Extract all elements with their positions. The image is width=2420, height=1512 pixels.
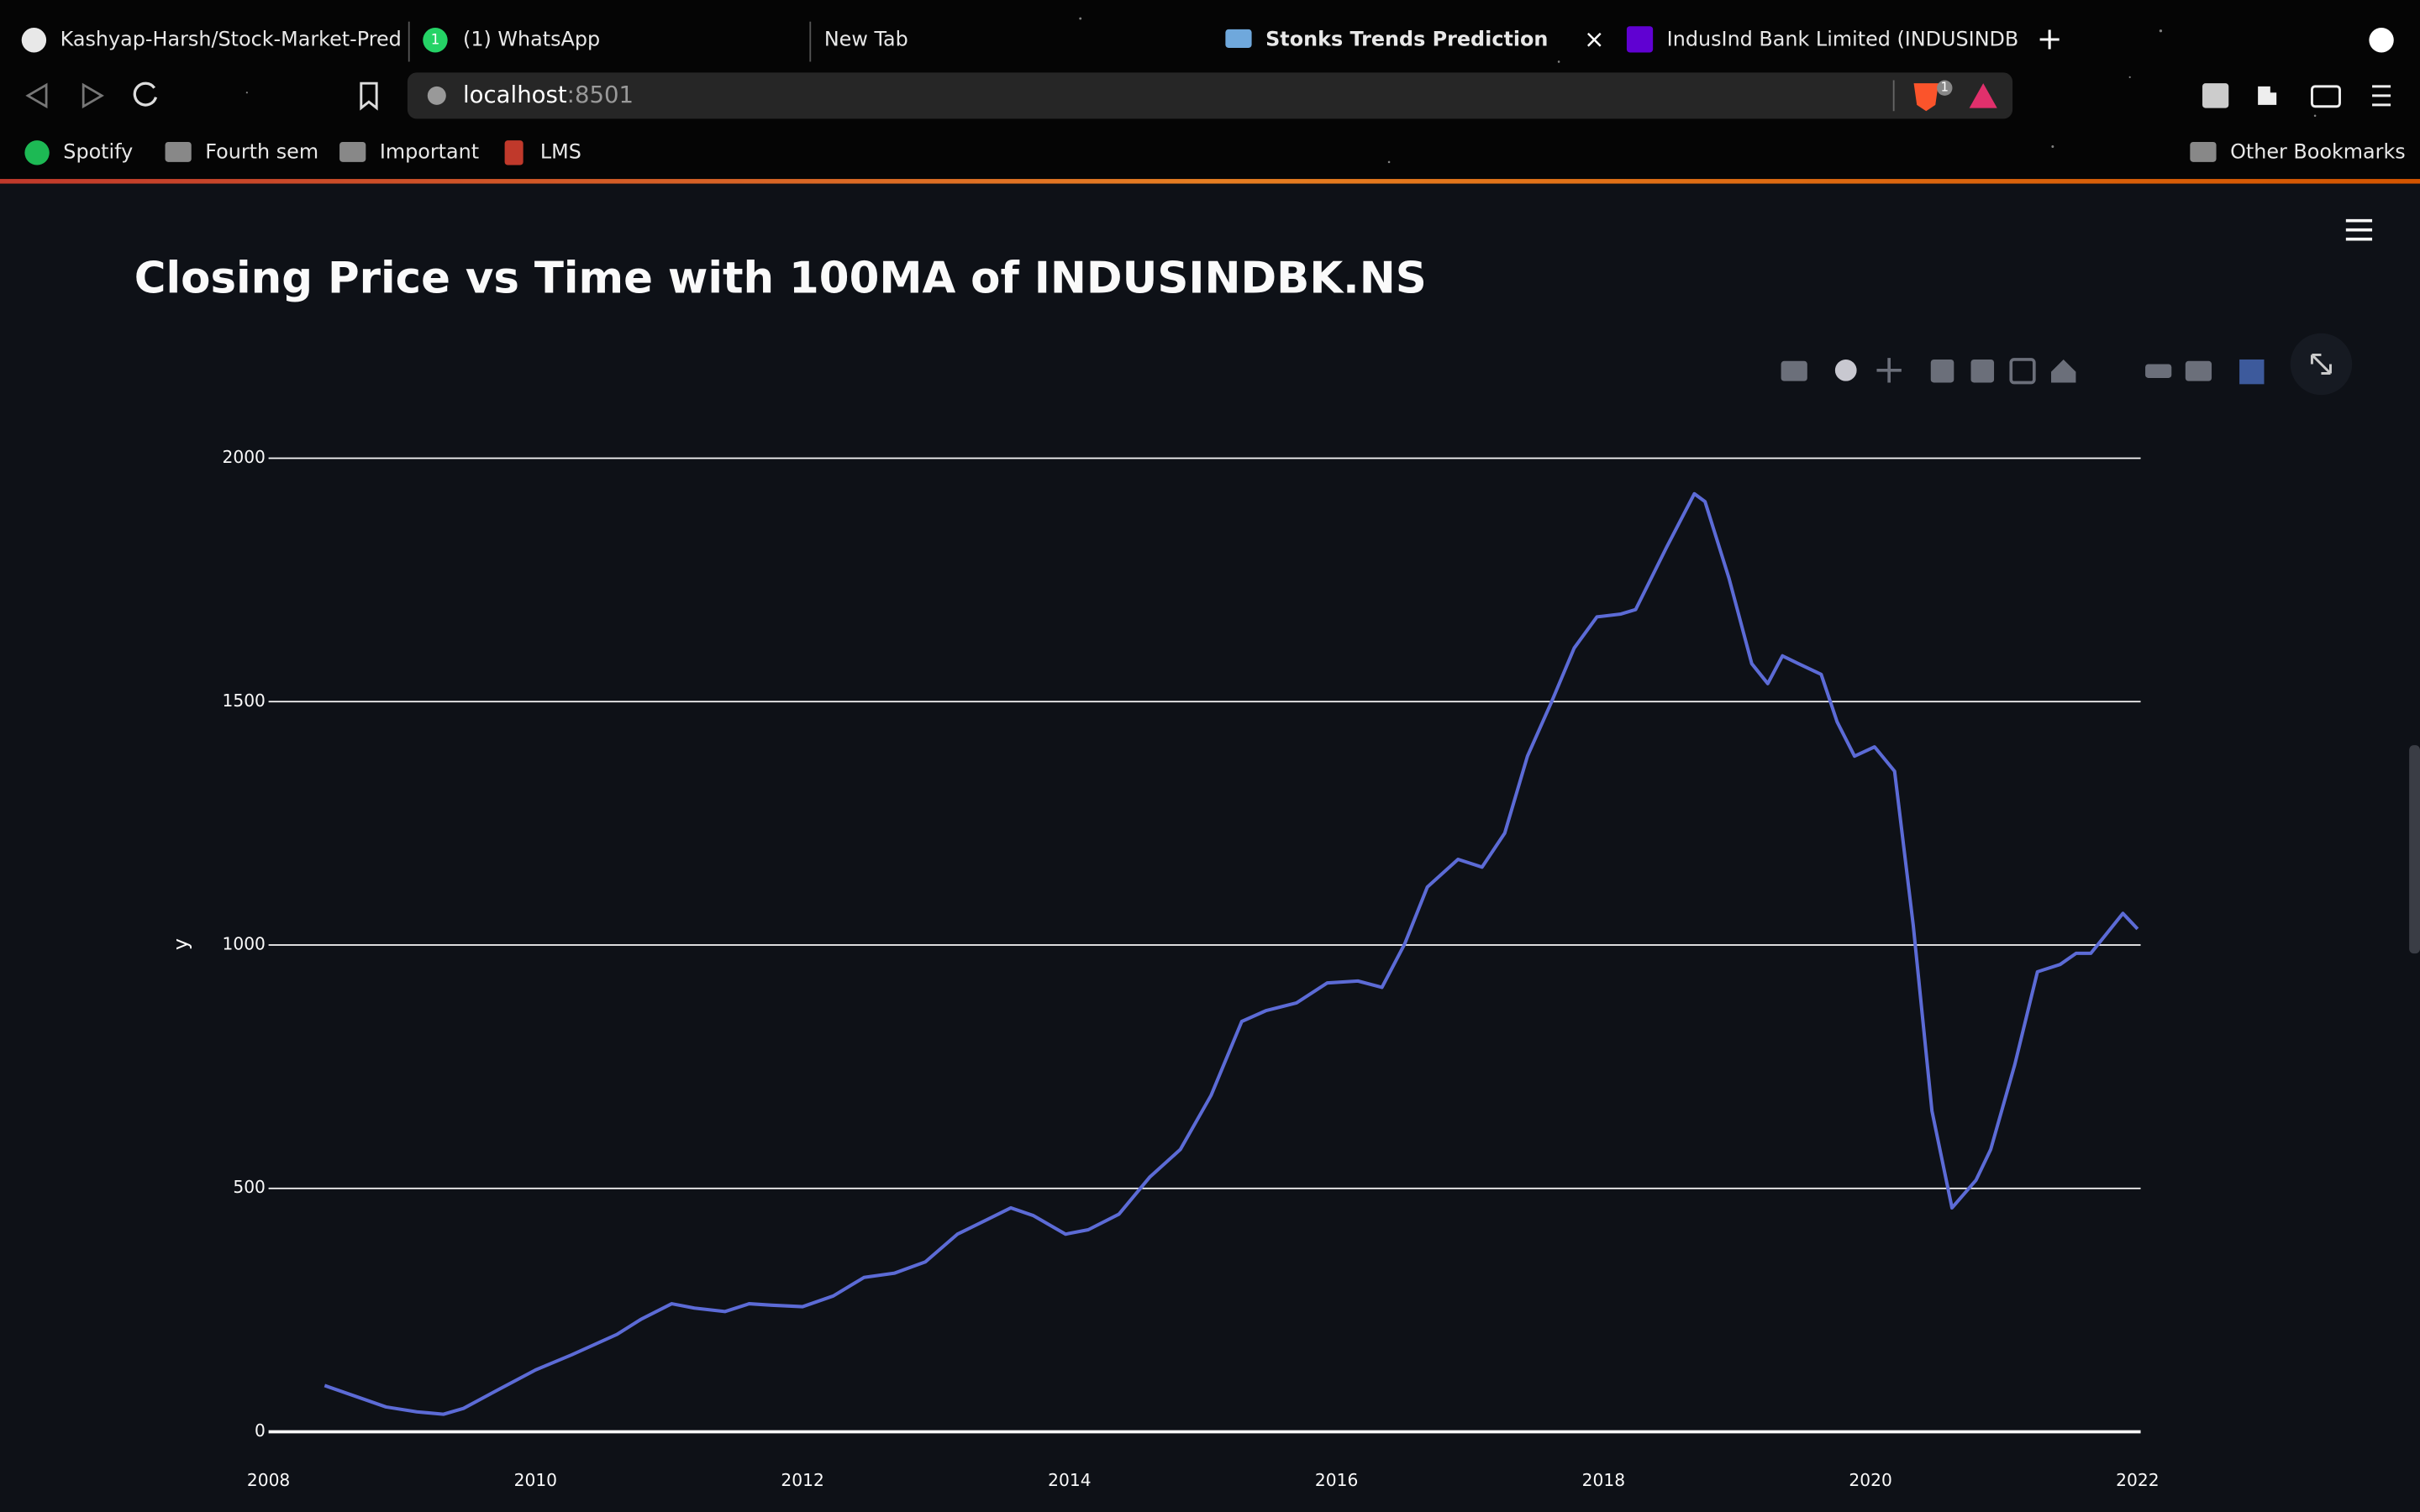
reload-button[interactable] [133,81,158,107]
yahoo-icon [1626,26,1654,53]
whatsapp-icon [423,28,448,53]
x-tick-label: 2020 [1849,1470,1891,1490]
x-tick-label: 2012 [781,1470,823,1490]
reset-button[interactable] [2051,359,2076,383]
info-icon [427,86,446,105]
folder-icon [2190,141,2217,162]
url: localhost:8501 [463,81,634,108]
y-tick-label: 2000 [223,447,266,467]
y-tick-label: 500 [233,1177,266,1197]
y-axis-label: y [169,938,192,950]
x-tick-label: 2022 [2116,1470,2159,1490]
url-host: localhost [463,81,567,108]
github-icon [21,28,47,53]
spotify-icon [24,140,50,165]
brave-shield[interactable] [1913,83,1939,112]
chart-title: Closing Price vs Time with 100MA of INDU… [134,253,1427,303]
close-tab[interactable]: × [1584,24,1605,53]
tab-menu[interactable] [2369,28,2394,53]
y-tick-label: 1000 [223,934,266,954]
extensions-button[interactable] [2258,86,2277,105]
hover-compare-button[interactable] [2185,360,2212,381]
laptop-icon [1225,29,1252,48]
bookmark[interactable]: Other Bookmarks [2230,139,2406,163]
tab-title[interactable]: IndusInd Bank Limited (INDUSINDB [1667,27,2019,50]
bookmark[interactable]: LMS [540,139,581,163]
modebar [1781,358,2265,385]
accent-line [0,179,2420,184]
zoom-button[interactable] [1834,359,1857,381]
stars [245,17,2317,164]
zoom-out-button[interactable] [1970,359,1995,383]
x-tick-label: 2014 [1048,1470,1091,1490]
menu-button[interactable] [2372,85,2391,107]
bookmark[interactable]: Spotify [63,139,133,163]
zoom-in-button[interactable] [1930,359,1954,383]
forward-button[interactable] [82,82,104,109]
url-port: :8501 [567,81,634,108]
x-tick-label: 2008 [247,1470,290,1490]
tab-title[interactable]: (1) WhatsApp [463,27,600,50]
x-tick-label: 2016 [1315,1470,1358,1490]
shield-badge: 1 [1941,81,1949,95]
address-bar[interactable] [407,72,2013,119]
y-tick-label: 1500 [223,690,266,711]
lms-icon [504,140,523,165]
new-tab[interactable]: + [2037,20,2063,56]
rewards-icon[interactable] [1969,83,1997,108]
plotly-logo[interactable] [2239,359,2265,385]
scrollbar[interactable] [2409,745,2420,954]
badge-bg [1937,80,1953,96]
back-button[interactable] [25,82,48,109]
extension-icon[interactable] [2202,83,2229,108]
folder-icon [339,141,366,162]
bookmark-button[interactable] [360,81,378,111]
autoscale-button[interactable] [2009,358,2036,385]
tab-title[interactable]: Stonks Trends Prediction [1265,27,1548,50]
tab-title[interactable]: Kashyap-Harsh/Stock-Market-Pred [60,27,402,50]
x-tick-label: 2018 [1582,1470,1625,1490]
app-menu[interactable] [2345,218,2373,241]
y-tick-label: 0 [255,1420,266,1441]
x-tick-label: 2010 [514,1470,557,1490]
camera-button[interactable] [1781,360,1807,381]
hover-closest-button[interactable] [2145,364,2172,378]
bookmark[interactable]: Fourth sem [205,139,318,163]
line-series [324,491,2139,1416]
bookmark[interactable]: Important [380,139,479,163]
pan-button[interactable] [1876,358,1902,383]
tab-badge: 1 [431,31,440,47]
wallet-button[interactable] [2310,85,2341,108]
folder-icon [165,141,192,162]
tab-title[interactable]: New Tab [824,27,908,50]
fullscreen-icon [2310,353,2332,375]
